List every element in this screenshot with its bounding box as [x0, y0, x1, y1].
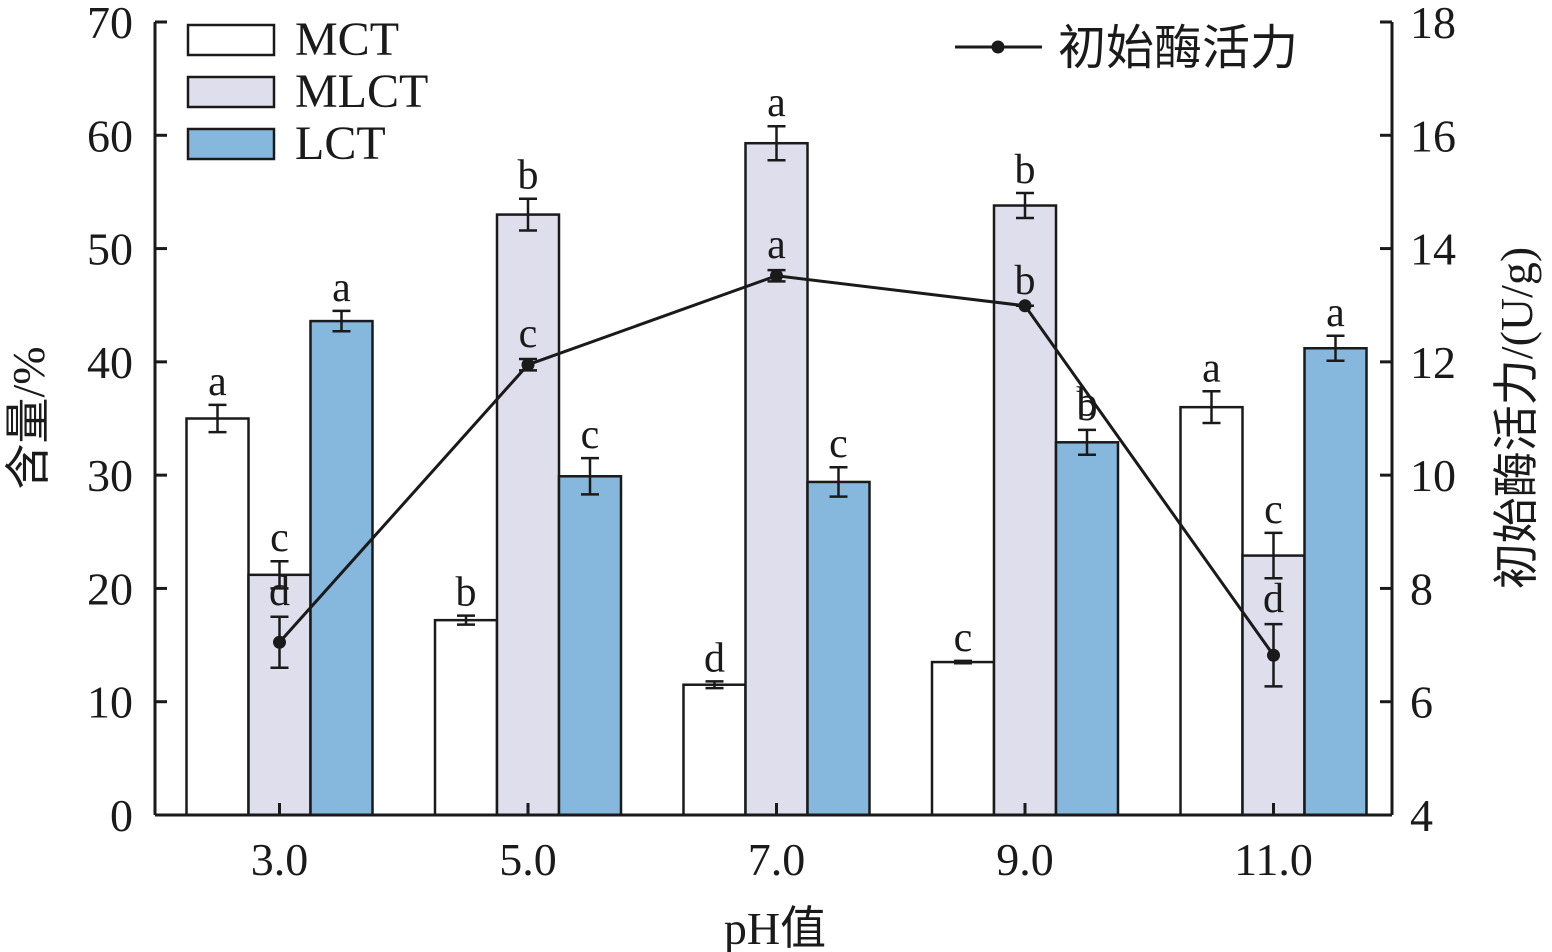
sig-label-line-1: c [519, 311, 538, 357]
legend-line-marker [991, 40, 1005, 54]
bar-mct-3 [930, 660, 996, 817]
y-tick-label-right-8: 8 [1410, 563, 1433, 614]
legend-swatch-mct [186, 23, 276, 57]
bar-lct-3 [1054, 441, 1120, 817]
sig-label-extra-0: b [1077, 380, 1098, 426]
sig-label-mlct-4: c [1264, 487, 1283, 533]
sig-label-mlct-2: a [767, 80, 786, 126]
sig-label-lct-4: a [1326, 290, 1345, 336]
x-tick-label-1: 5.0 [499, 834, 557, 885]
error-bar-lct-0 [332, 309, 351, 333]
sig-label-mct-4: a [1202, 345, 1221, 391]
line-point-2 [770, 269, 783, 283]
y-tick-label-left-70: 70 [87, 0, 133, 48]
bar-lct-0 [309, 319, 374, 817]
axes-layer: 0 10 20 30 40 50 60 70 4 6 8 10 12 14 16 18 3.0 5.0 7.0 9.0… [87, 0, 1456, 885]
error-bar-mlct-1 [519, 197, 537, 232]
legend-swatch-lct [186, 127, 276, 161]
sig-label-line-3: b [1015, 258, 1036, 304]
y-tick-label-left-60: 60 [87, 110, 133, 161]
line-point-0 [273, 635, 286, 649]
error-bar-lct-2 [829, 465, 848, 498]
sig-label-mct-2: d [704, 635, 725, 681]
error-bar-mct-1 [457, 614, 475, 626]
bar-mlct-1 [495, 213, 561, 817]
sig-label-mlct-1: b [518, 153, 539, 199]
y-axis-right-title: 初始酶活力/(U/g) [1491, 247, 1542, 589]
y-tick-label-right-14: 14 [1410, 224, 1456, 275]
bar-lct-1 [557, 475, 623, 817]
error-bar-mlct-2 [767, 124, 786, 162]
bar-mct-1 [433, 618, 499, 817]
error-bar-mlct-0 [270, 559, 289, 590]
x-axis-title: pH值 [724, 903, 826, 952]
sig-label-lct-3: b [1077, 384, 1098, 430]
sig-label-lct-0: a [332, 265, 351, 311]
sig-label-line-4: d [1263, 576, 1284, 622]
y-tick-label-right-12: 12 [1410, 337, 1456, 388]
error-bar-lct-1 [581, 456, 599, 496]
error-bar-mct-3 [954, 659, 972, 665]
error-bar-lct-4 [1326, 334, 1345, 362]
line-point-3 [1018, 299, 1032, 313]
legend-label-line: 初始酶活力 [1058, 22, 1298, 75]
y-tick-label-right-18: 18 [1410, 0, 1456, 48]
x-tick-label-0: 3.0 [251, 834, 309, 885]
legend-label-lct: LCT [295, 117, 386, 170]
sig-label-mlct-3: b [1015, 147, 1036, 193]
line-point-1 [521, 358, 535, 372]
error-bar-mct-2 [705, 680, 724, 690]
y-tick-label-left-50: 50 [87, 224, 133, 275]
y-tick-label-left-20: 20 [87, 563, 133, 614]
legend-label-mct: MCT [295, 13, 399, 66]
y-tick-label-right-4: 4 [1410, 790, 1433, 841]
error-bar-lct-3 [1078, 428, 1096, 457]
sig-label-mct-1: b [456, 570, 477, 616]
sig-label-line-0: d [269, 569, 290, 615]
sig-label-mct-0: a [208, 359, 227, 405]
bar-mct-2 [682, 683, 747, 817]
y-axis-title: 含量/% [3, 346, 54, 489]
bar-lct-4 [1303, 347, 1368, 817]
line-layer [270, 268, 1283, 688]
legend-swatch-mlct [186, 75, 276, 109]
sig-label-mct-3: c [954, 615, 973, 661]
sig-label-line-2: a [767, 222, 786, 268]
bar-mct-4 [1179, 405, 1244, 817]
bar-mct-0 [185, 417, 250, 817]
y-tick-label-left-40: 40 [87, 337, 133, 388]
bars-layer [185, 124, 1368, 817]
y-tick-label-left-30: 30 [87, 450, 133, 501]
y-tick-label-right-10: 10 [1410, 450, 1456, 501]
line-point-4 [1267, 648, 1280, 662]
y-tick-label-right-6: 6 [1410, 677, 1433, 728]
x-tick-label-4: 11.0 [1234, 834, 1313, 885]
sig-label-lct-1: c [581, 412, 600, 458]
sig-label-mlct-0: c [270, 515, 289, 561]
error-bar-mct-4 [1202, 390, 1221, 425]
y-tick-label-left-10: 10 [87, 677, 133, 728]
bar-lct-2 [806, 480, 871, 817]
y-tick-label-right-16: 16 [1410, 110, 1456, 161]
y-tick-label-left-0: 0 [110, 790, 133, 841]
x-tick-label-3: 9.0 [996, 834, 1054, 885]
error-bar-mlct-3 [1016, 191, 1034, 220]
x-tick-label-2: 7.0 [748, 834, 806, 885]
error-bar-mlct-4 [1264, 531, 1283, 580]
error-bar-mct-0 [208, 403, 227, 434]
legend-label-mlct: MLCT [295, 65, 428, 118]
sig-label-lct-2: c [829, 421, 848, 467]
bar-mlct-2 [744, 141, 809, 817]
